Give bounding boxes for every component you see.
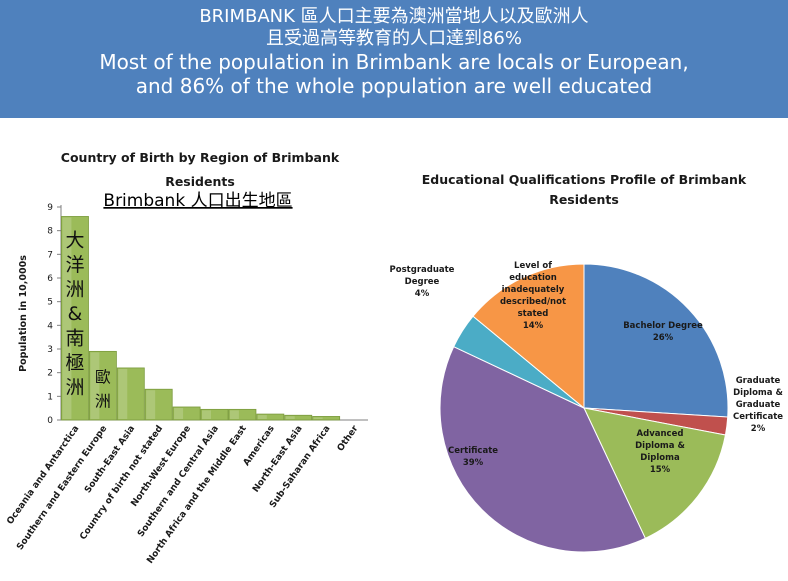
pie-slice-label: Graduate (736, 376, 781, 386)
x-tick-label: South-East Asia (83, 424, 137, 495)
bar-highlight (285, 416, 295, 419)
y-tick-label: 2 (47, 369, 53, 379)
pie-slice-label: described/not (500, 297, 566, 307)
bar (284, 414, 313, 421)
header-line-4: and 86% of the whole population are well… (135, 74, 653, 98)
pie-slice-label: Diploma (640, 453, 680, 463)
bar (88, 350, 117, 421)
bar-annotation-char: 大 (65, 229, 84, 251)
pie-slice (583, 407, 727, 539)
pie-slice-label: education (509, 273, 557, 283)
pie-slice-label: Advanced (637, 429, 684, 439)
bar-annotation-char: 洲 (95, 391, 111, 410)
pie-plot-area: Bachelor Degree 26% Graduate Diploma & Gradu… (390, 261, 783, 553)
bar (200, 408, 229, 421)
pie-slice-label: Certificate (448, 446, 498, 456)
bar-annotation-char: 南 (65, 327, 84, 349)
y-tick-label: 0 (47, 416, 53, 426)
pie-slice (583, 263, 729, 418)
bar-highlight (118, 368, 128, 419)
pie-slice-label: Degree (405, 277, 440, 287)
pie-slice-value: 15% (650, 465, 671, 475)
bar-chart-subtitle: Brimbank 人口出生地區 (103, 191, 292, 211)
y-tick-label: 3 (47, 345, 53, 355)
pie-slice-label: Diploma & (635, 441, 685, 451)
pie-slice-label: inadequately (502, 285, 565, 295)
pie-slice-label: Certificate (733, 412, 783, 422)
bar-highlight (229, 410, 239, 419)
bar (144, 388, 173, 421)
bar-annotation-char: & (68, 303, 83, 325)
bar-highlight (62, 217, 72, 419)
pie-slice-value: 2% (751, 424, 766, 434)
bar-annotation-char: 洋 (65, 254, 84, 276)
x-tick-label: Other (336, 424, 361, 454)
bar-highlight (174, 407, 184, 419)
header-banner: BRIMBANK 區人口主要為澳洲當地人以及歐洲人 且受過高等教育的人口達到86… (0, 0, 788, 118)
bar (228, 408, 257, 421)
pie-chart-title-line-2: Residents (549, 192, 619, 207)
y-tick-label: 1 (47, 392, 53, 402)
pie-slice (472, 263, 585, 410)
pie-slice (439, 346, 646, 553)
header-line-1: BRIMBANK 區人口主要為澳洲當地人以及歐洲人 (199, 6, 589, 27)
bar-annotation-char: 極 (65, 352, 84, 374)
pie-slice-label: Bachelor Degree (623, 321, 703, 331)
bar-chart-title-line-1: Country of Birth by Region of Brimbank (61, 150, 340, 165)
header-line-2: 且受過高等教育的人口達到86% (265, 28, 522, 49)
bar-chart-title-line-2: Residents (165, 174, 235, 189)
pie-slice-label: Graduate (736, 400, 781, 410)
y-tick-label: 5 (47, 298, 53, 308)
bar (116, 367, 145, 421)
bar-highlight (257, 415, 267, 419)
bar (256, 413, 285, 421)
y-tick-label: 4 (47, 321, 53, 331)
bar-annotation-char: 洲 (65, 376, 84, 398)
pie-slice-value: 39% (463, 458, 484, 468)
bar-highlight (90, 352, 100, 419)
bar-annotation-char: 洲 (65, 278, 84, 300)
pie-slice-label: Diploma & (733, 388, 783, 398)
bar (312, 416, 341, 421)
bar-highlight (313, 417, 323, 419)
y-tick-label: 7 (47, 250, 53, 260)
pie-chart: Educational Qualifications Profile of Br… (390, 172, 783, 553)
pie-chart-title-line-1: Educational Qualifications Profile of Br… (422, 172, 747, 187)
pie-slice-label: Postgraduate (390, 265, 455, 275)
pie-slice-value: 4% (415, 289, 430, 299)
y-tick-label: 8 (47, 227, 53, 237)
header-line-3: Most of the population in Brimbank are l… (99, 50, 689, 74)
y-tick-label: 6 (47, 274, 53, 284)
bar-annotation-char: 歐 (95, 367, 111, 386)
pie-slice-value: 26% (653, 333, 674, 343)
bar (61, 216, 89, 421)
y-tick-label: 9 (47, 203, 53, 213)
pie-slice-label: stated (518, 309, 549, 319)
bar-highlight (146, 390, 156, 419)
pie-slice-label: Level of (514, 261, 552, 271)
y-axis-label: Population in 10,000s (18, 255, 29, 372)
bar (172, 406, 201, 421)
pie-slice-value: 14% (523, 321, 544, 331)
x-tick-label: North-East Asia (251, 424, 305, 495)
bar-highlight (201, 410, 211, 419)
bar-chart: Country of Birth by Region of Brimbank R… (5, 150, 368, 566)
